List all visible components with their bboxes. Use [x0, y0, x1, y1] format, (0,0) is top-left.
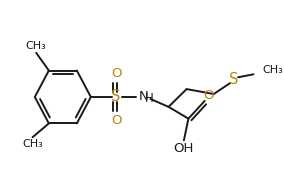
- Text: CH₃: CH₃: [262, 65, 283, 75]
- Text: CH₃: CH₃: [26, 41, 47, 51]
- Text: H: H: [145, 92, 154, 105]
- Text: O: O: [111, 114, 121, 127]
- Text: S: S: [229, 72, 238, 87]
- Text: CH₃: CH₃: [22, 139, 43, 149]
- Text: S: S: [111, 89, 121, 104]
- Text: OH: OH: [174, 142, 194, 155]
- Text: O: O: [203, 90, 214, 103]
- Text: O: O: [111, 67, 121, 80]
- Text: N: N: [138, 91, 148, 104]
